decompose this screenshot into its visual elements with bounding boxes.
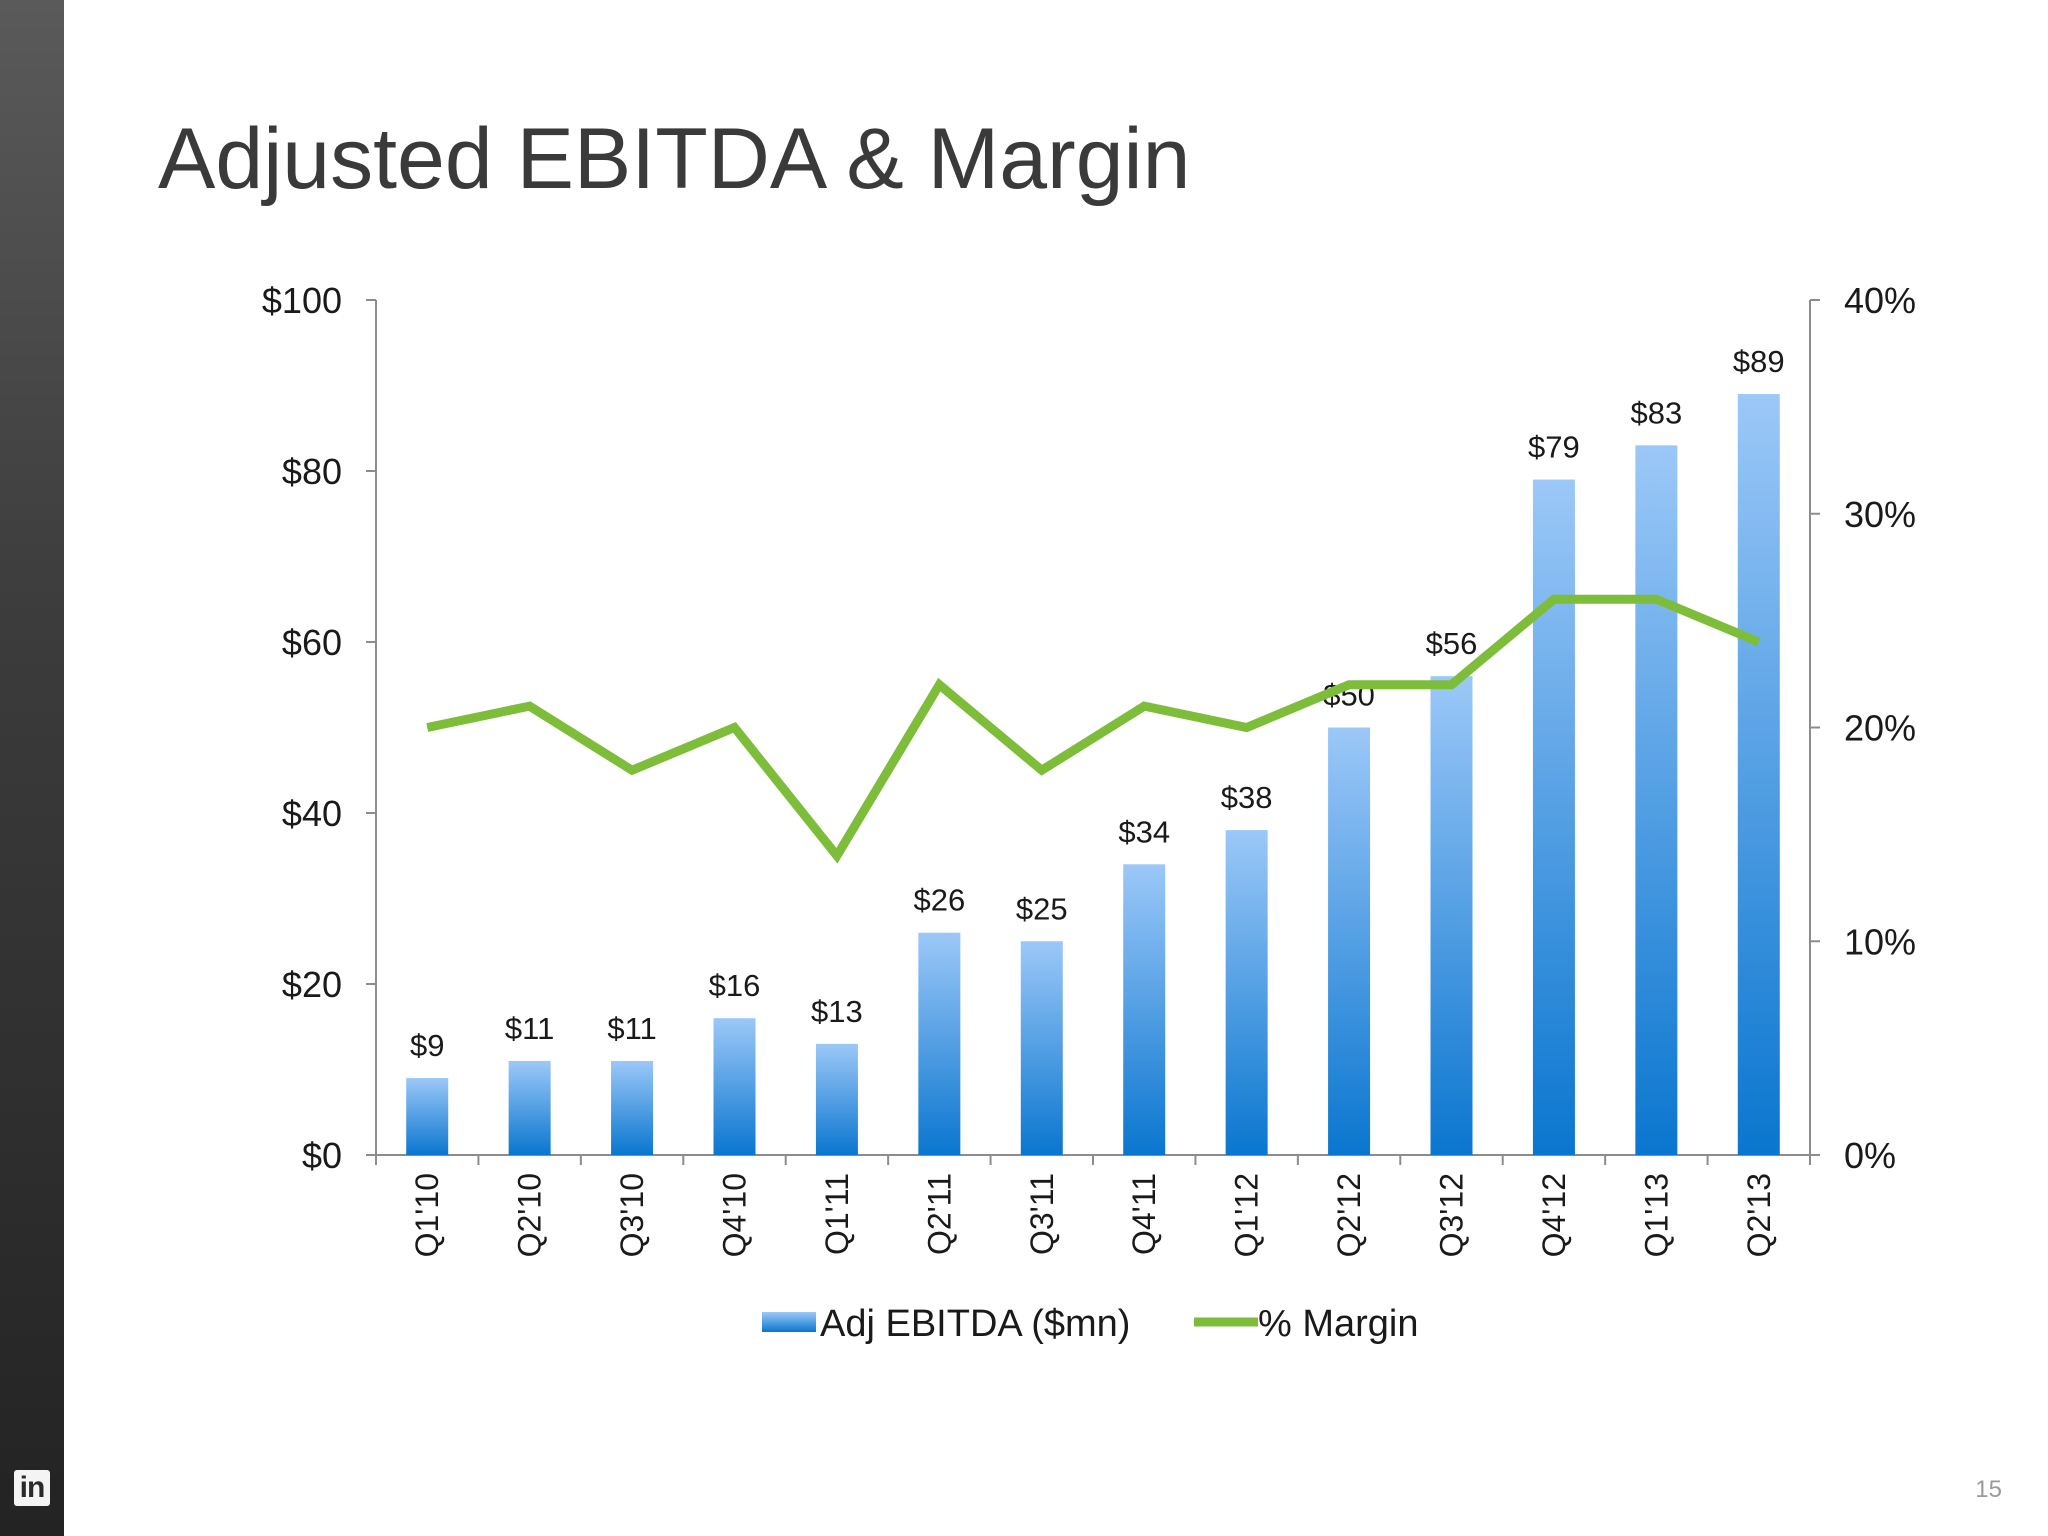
bar-Q4'10 <box>713 1018 756 1155</box>
category-label: Q2'13 <box>1741 1173 1777 1257</box>
bar-Q1'12 <box>1225 830 1268 1155</box>
bar-Q4'11 <box>1123 864 1166 1155</box>
right-axis-tick-label: 10% <box>1844 921 1916 962</box>
slide-title: Adjusted EBITDA & Margin <box>158 111 1191 207</box>
legend-swatch-bars <box>762 1312 816 1332</box>
category-label: Q1'12 <box>1229 1173 1265 1257</box>
category-label: Q1'11 <box>819 1173 855 1255</box>
category-label: Q2'10 <box>512 1173 548 1257</box>
bar-value-label: $11 <box>505 1011 554 1046</box>
bar-value-label: $26 <box>913 883 965 918</box>
category-label: Q3'11 <box>1024 1173 1060 1255</box>
bar-Q2'10 <box>508 1060 551 1155</box>
right-axis-tick-label: 40% <box>1844 280 1916 321</box>
bar-Q2'11 <box>918 932 961 1155</box>
bar-value-label: $25 <box>1016 891 1068 926</box>
right-axis-tick-label: 30% <box>1844 494 1916 535</box>
right-axis-tick-label: 0% <box>1844 1135 1896 1176</box>
bar-Q2'13 <box>1737 394 1780 1155</box>
category-label: Q3'12 <box>1434 1173 1470 1257</box>
category-label: Q4'11 <box>1126 1173 1162 1255</box>
linkedin-logo-icon: in <box>14 1470 50 1506</box>
bar-Q1'10 <box>406 1078 449 1155</box>
left-axis-tick-label: $40 <box>282 793 342 834</box>
bar-Q3'11 <box>1020 941 1063 1155</box>
left-axis-tick-label: $20 <box>282 964 342 1005</box>
bar-Q4'12 <box>1532 479 1575 1155</box>
right-axis-tick-label: 20% <box>1844 708 1916 749</box>
bar-value-label: $34 <box>1118 814 1170 849</box>
bar-value-label: $89 <box>1733 344 1785 379</box>
margin-line <box>426 594 1761 864</box>
left-axis-tick-label: $60 <box>282 622 342 663</box>
category-label: Q1'10 <box>409 1173 445 1257</box>
legend-label-line: % Margin <box>1258 1303 1419 1345</box>
bar-Q3'12 <box>1430 676 1473 1155</box>
category-label: Q4'12 <box>1536 1173 1572 1257</box>
category-label: Q1'13 <box>1638 1173 1674 1257</box>
bar-Q1'13 <box>1635 445 1678 1156</box>
bar-value-label: $9 <box>410 1028 444 1063</box>
bar-value-label: $11 <box>607 1011 656 1046</box>
category-label: Q2'11 <box>921 1173 957 1255</box>
left-axis-tick-label: $100 <box>262 280 342 321</box>
category-label: Q4'10 <box>717 1173 753 1257</box>
bar-Q2'12 <box>1328 727 1371 1155</box>
bar-value-label: $56 <box>1426 626 1478 661</box>
bar-Q1'11 <box>815 1043 858 1155</box>
left-axis-tick-label: $80 <box>282 451 342 492</box>
category-label: Q3'10 <box>614 1173 650 1257</box>
bar-value-label: $79 <box>1528 430 1580 465</box>
category-label: Q2'12 <box>1331 1173 1367 1257</box>
bar-value-label: $83 <box>1630 395 1682 430</box>
sidebar-strip: in <box>0 0 64 1536</box>
left-axis-tick-label: $0 <box>302 1135 342 1176</box>
chart-legend: Adj EBITDA ($mn) % Margin <box>762 1303 1419 1345</box>
page-number: 15 <box>1975 1476 2002 1503</box>
bar-value-label: $38 <box>1221 780 1273 815</box>
bar-Q3'10 <box>611 1060 654 1155</box>
bar-value-label: $13 <box>811 994 863 1029</box>
legend-label-bars: Adj EBITDA ($mn) <box>820 1303 1130 1345</box>
bar-value-label: $16 <box>709 968 761 1003</box>
